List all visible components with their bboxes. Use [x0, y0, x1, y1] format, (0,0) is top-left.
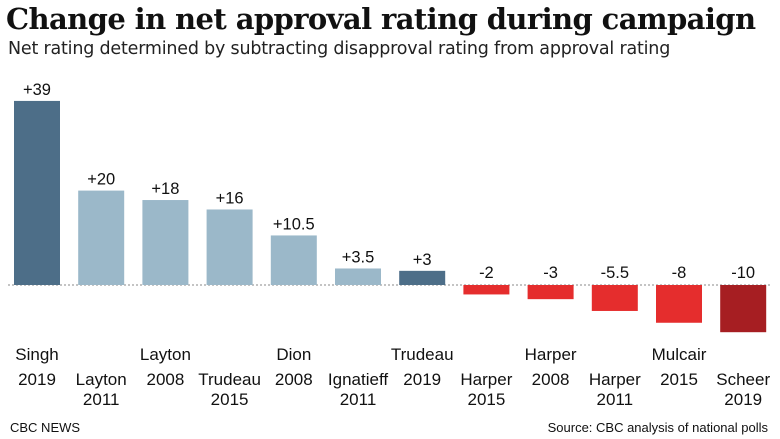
category-year-6: 2011 [340, 390, 377, 409]
category-year-9: 2008 [532, 370, 570, 389]
category-name-5: Dion [276, 345, 311, 364]
chart-subtitle: Net rating determined by subtracting dis… [8, 39, 671, 59]
footer-source: Source: CBC analysis of national polls [547, 420, 768, 435]
value-label-2: +20 [87, 171, 115, 189]
category-name-9: Harper [525, 345, 577, 364]
value-label-9: -3 [543, 264, 558, 282]
chart-title: Change in net approval rating during cam… [6, 2, 756, 36]
bar-1 [14, 100, 60, 285]
category-name-11: Mulcair [652, 345, 707, 364]
footer-outlet: CBC NEWS [10, 420, 81, 435]
value-label-7: +3 [413, 251, 432, 269]
value-label-4: +16 [216, 189, 244, 207]
bar-12 [720, 285, 767, 333]
category-name-12: Scheer [716, 370, 770, 389]
value-label-6: +3.5 [342, 248, 375, 266]
bar-10 [591, 285, 638, 311]
value-label-10: -5.5 [601, 264, 629, 282]
category-year-5: 2008 [275, 370, 313, 389]
value-label-5: +10.5 [273, 215, 315, 233]
category-name-6: Ignatieff [328, 370, 388, 389]
category-name-2: Layton [76, 370, 127, 389]
category-year-8: 2015 [467, 390, 505, 409]
category-year-1: 2019 [18, 370, 56, 389]
category-year-4: 2015 [211, 390, 249, 409]
category-year-11: 2015 [660, 370, 698, 389]
value-label-1: +39 [23, 81, 51, 99]
category-year-12: 2019 [724, 390, 762, 409]
value-label-3: +18 [151, 180, 179, 198]
bar-5 [270, 235, 317, 285]
category-year-2: 2011 [83, 390, 120, 409]
bar-11 [656, 285, 702, 323]
value-label-12: -10 [731, 264, 755, 282]
category-year-7: 2019 [403, 370, 441, 389]
category-year-3: 2008 [146, 370, 184, 389]
category-name-8: Harper [460, 370, 512, 389]
category-year-10: 2011 [597, 390, 634, 409]
bar-8 [463, 285, 510, 295]
bar-2 [78, 190, 125, 285]
bar-3 [142, 200, 189, 285]
bar-7 [399, 270, 446, 285]
value-label-8: -2 [479, 264, 494, 282]
category-name-1: Singh [15, 345, 58, 364]
bar-4 [206, 209, 253, 285]
category-name-3: Layton [140, 345, 191, 364]
bar-6 [335, 268, 381, 285]
value-label-11: -8 [672, 264, 687, 282]
category-name-7: Trudeau [391, 345, 454, 364]
category-name-10: Harper [589, 370, 641, 389]
bar-9 [527, 285, 574, 300]
category-name-4: Trudeau [198, 370, 261, 389]
